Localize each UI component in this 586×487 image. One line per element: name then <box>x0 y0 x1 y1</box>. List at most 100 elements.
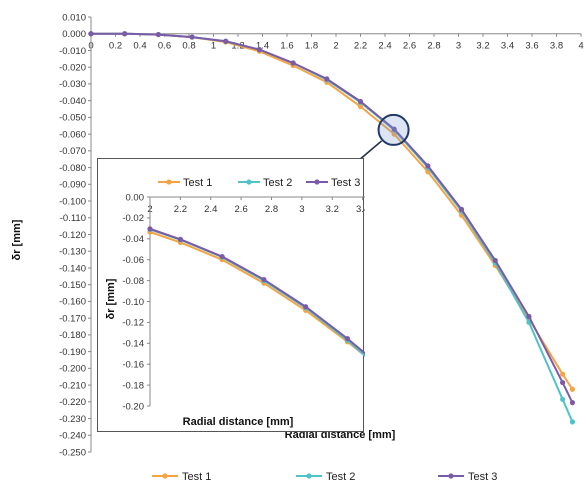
main-y-tick-label: -0.030 <box>59 79 86 90</box>
inset-y-tick-labels: 0.00 -0.02 -0.04 -0.06 -0.08 -0.10 -0.12 -0.14 -… <box>122 192 144 412</box>
main-x-tick-label: 0.2 <box>109 41 122 52</box>
main-y-tick-label: 0.010 <box>62 12 86 23</box>
main-y-tick-label: -0.100 <box>59 196 86 207</box>
main-x-tick-label: 3.8 <box>550 41 563 52</box>
main-legend-marker-2 <box>306 473 312 479</box>
main-data-point <box>569 400 576 406</box>
main-series <box>88 31 576 425</box>
main-y-tick-label: -0.210 <box>59 380 86 391</box>
main-y-tick-label: -0.240 <box>59 431 86 442</box>
inset-y-tick-label: -0.04 <box>122 234 144 245</box>
main-data-point <box>88 31 94 37</box>
main-legend-label-1: Test 1 <box>182 471 211 483</box>
inset-zoom-panel: Test 1 Test 2 Test 3 0.00 -0.02 -0.04 -0.06 -0… <box>97 158 365 432</box>
inset-data-point <box>177 236 183 242</box>
main-y-axis-title: δr [mm] <box>11 219 23 260</box>
inset-x-tick-label: 2.6 <box>235 204 248 215</box>
main-y-tick-label: -0.090 <box>59 180 86 191</box>
main-x-tick-label: 1.8 <box>305 41 318 52</box>
inset-y-tick-label: -0.08 <box>122 276 144 287</box>
inset-x-tick-label: 2.4 <box>204 204 217 215</box>
main-legend-label-2: Test 2 <box>326 471 355 483</box>
main-data-point <box>492 257 498 264</box>
inset-chart: Test 1 Test 2 Test 3 0.00 -0.02 -0.04 -0.06 -0… <box>105 177 365 428</box>
inset-x-tick-label: 3.2 <box>326 204 339 215</box>
inset-series-line-2 <box>149 228 365 358</box>
zoom-marker <box>351 113 410 167</box>
inset-x-tick-labels: 22.22.42.62.833.23.4 <box>147 204 365 215</box>
inset-x-axis-title: Radial distance [mm] <box>183 416 294 428</box>
main-y-tick-labels: 0.010 0.000 -0.010 -0.020 -0.030 -0.040 -0.050… <box>59 12 86 458</box>
inset-y-tick-label: -0.16 <box>122 360 144 371</box>
main-x-tick-label: 2.8 <box>427 41 440 52</box>
main-y-tick-label: -0.170 <box>59 313 86 324</box>
inset-x-tick-label: 3 <box>299 204 304 215</box>
inset-series <box>147 226 365 358</box>
main-x-tick-label: 2.6 <box>403 41 416 52</box>
main-y-tick-label: -0.160 <box>59 297 86 308</box>
main-y-tick-label: 0.000 <box>62 29 86 40</box>
main-y-tick-label: -0.140 <box>59 263 86 274</box>
inset-legend-label-1: Test 1 <box>183 177 212 189</box>
inset-y-tick-label: -0.06 <box>122 255 144 266</box>
main-data-point <box>526 313 532 320</box>
main-y-tick-label: -0.150 <box>59 280 86 291</box>
main-data-point <box>560 379 566 386</box>
main-y-tick-label: -0.180 <box>59 330 86 341</box>
main-data-point <box>155 31 161 38</box>
main-y-tick-label: -0.080 <box>59 163 86 174</box>
inset-x-tick-label: 2.8 <box>265 204 278 215</box>
main-y-tick-label: -0.230 <box>59 414 86 425</box>
main-data-point <box>256 47 263 53</box>
main-x-tick-labels: 00.20.40.60.811.21.41.61.822.22.42.62.83… <box>88 41 583 52</box>
inset-series-line-1 <box>149 231 365 358</box>
main-x-tick-label: 0.8 <box>182 41 195 52</box>
inset-legend-marker-1 <box>166 179 172 185</box>
main-x-tick-label: 3 <box>456 41 461 52</box>
main-data-point <box>391 126 397 132</box>
main-y-tick-label: -0.200 <box>59 364 86 375</box>
main-y-tick-label: -0.060 <box>59 129 86 140</box>
main-x-tick-label: 3.2 <box>476 41 489 52</box>
main-data-point <box>122 31 128 37</box>
inset-legend-label-2: Test 2 <box>263 177 292 189</box>
main-legend-marker-1 <box>162 473 168 479</box>
main-data-point <box>560 396 566 402</box>
main-y-tick-label: -0.220 <box>59 397 86 408</box>
main-data-point <box>569 419 576 425</box>
main-data-point <box>189 34 195 40</box>
main-legend: Test 1 Test 2 Test 3 <box>152 471 497 483</box>
main-y-tick-label: -0.110 <box>60 213 86 224</box>
main-x-tick-label: 1 <box>211 41 216 52</box>
main-x-tick-label: 3.6 <box>525 41 538 52</box>
inset-legend-marker-2 <box>246 179 252 185</box>
main-data-point <box>223 38 229 44</box>
main-y-tick-label: -0.120 <box>59 230 86 241</box>
main-x-tick-label: 4 <box>578 41 583 52</box>
inset-y-tick-label: -0.18 <box>122 380 144 391</box>
main-data-point <box>324 76 330 82</box>
inset-series-line-3 <box>149 227 365 355</box>
main-legend-label-3: Test 3 <box>468 471 497 483</box>
main-axes <box>88 16 582 453</box>
main-data-point <box>569 386 576 392</box>
main-data-point <box>357 103 364 110</box>
inset-y-tick-label: -0.20 <box>122 401 144 412</box>
inset-y-tick-label: -0.14 <box>122 339 144 350</box>
inset-x-tick-label: 3.4 <box>356 204 365 215</box>
main-x-tick-label: 2.2 <box>354 41 367 52</box>
main-y-tick-label: -0.050 <box>59 113 86 124</box>
main-data-point <box>357 98 364 105</box>
main-y-tick-label: -0.130 <box>59 247 86 258</box>
inset-data-point <box>147 226 153 232</box>
main-data-point <box>290 60 296 66</box>
main-y-tick-label: -0.040 <box>59 96 86 107</box>
inset-x-tick-label: 2.2 <box>174 204 187 215</box>
main-data-point <box>458 206 465 213</box>
inset-y-tick-label: -0.12 <box>122 318 144 329</box>
inset-data-point <box>261 276 267 283</box>
main-x-axis-title: Radial distance [mm] <box>285 429 396 441</box>
inset-legend-marker-3 <box>314 179 320 185</box>
inset-data-point <box>344 335 351 342</box>
